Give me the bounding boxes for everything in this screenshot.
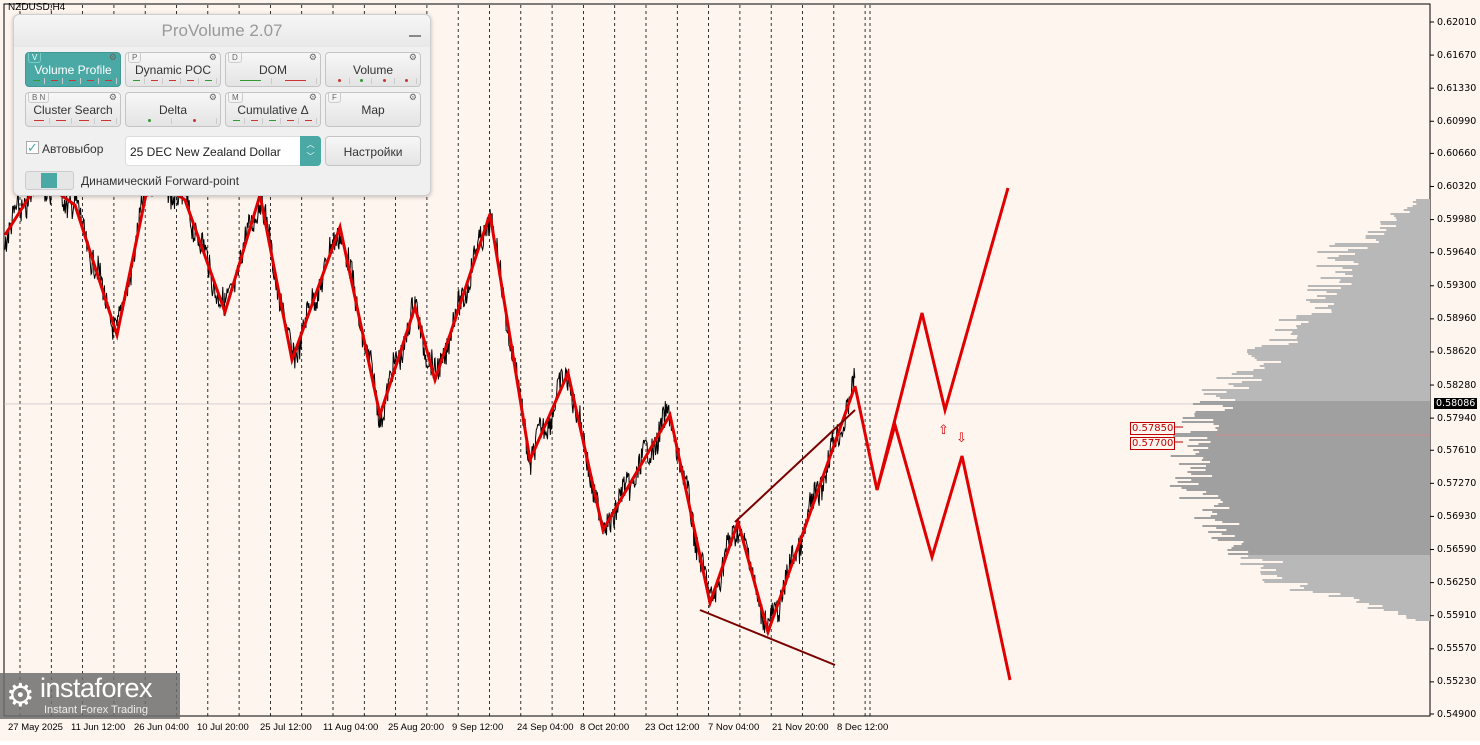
price-tick-label: 0.55570 bbox=[1437, 643, 1477, 655]
provolume-panel[interactable]: ProVolume 2.07 V ⚙ Volume Profile P ⚙ Dynamic… bbox=[13, 14, 431, 196]
current-price-label: 0.58086 bbox=[1434, 397, 1478, 409]
auto-select-label: Автовыбор bbox=[42, 142, 104, 156]
time-label: 25 Jul 12:00 bbox=[260, 722, 312, 733]
minimize-button[interactable] bbox=[409, 35, 421, 37]
settings-button[interactable]: Настройки bbox=[325, 136, 421, 166]
button-label: DOM bbox=[259, 63, 287, 77]
price-tick-label: 0.58280 bbox=[1437, 379, 1477, 391]
price-tick-label: 0.60990 bbox=[1437, 115, 1477, 127]
price-tick-label: 0.57940 bbox=[1437, 412, 1477, 424]
time-label: 25 Aug 20:00 bbox=[388, 722, 444, 733]
button-label: Cumulative Δ bbox=[237, 103, 309, 117]
tool-button-delta[interactable]: ⚙ Delta bbox=[125, 92, 221, 127]
time-label: 7 Nov 04:00 bbox=[708, 722, 760, 733]
level-label: 0.57700 bbox=[1130, 437, 1176, 450]
tool-button-volume[interactable]: ⚙ Volume bbox=[325, 52, 421, 87]
hotkey-label: M bbox=[228, 93, 243, 103]
logo-gear-icon: ⚙ bbox=[6, 676, 35, 714]
price-tick-label: 0.55230 bbox=[1437, 676, 1477, 688]
trend-line-lower bbox=[699, 609, 836, 666]
price-tick-label: 0.60320 bbox=[1437, 180, 1477, 192]
price-tick-label: 0.56930 bbox=[1437, 510, 1477, 522]
time-label: 24 Sep 04:00 bbox=[517, 722, 574, 733]
price-tick-label: 0.56590 bbox=[1437, 544, 1477, 556]
price-tick-label: 0.59640 bbox=[1437, 247, 1477, 259]
hotkey-label: F bbox=[328, 93, 341, 103]
tool-button-map[interactable]: F ⚙ Map bbox=[325, 92, 421, 127]
time-label: 9 Sep 12:00 bbox=[452, 722, 504, 733]
time-label: 26 Jun 04:00 bbox=[134, 722, 189, 733]
price-tick-label: 0.54900 bbox=[1437, 708, 1477, 720]
price-tick-label: 0.59300 bbox=[1437, 280, 1477, 292]
gear-icon[interactable]: ⚙ bbox=[408, 92, 417, 102]
button-label: Dynamic POC bbox=[134, 63, 211, 77]
price-tick-label: 0.58620 bbox=[1437, 346, 1477, 358]
instaforex-logo: ⚙ instaforex Instant Forex Trading bbox=[0, 673, 180, 719]
button-label: Map bbox=[361, 103, 385, 117]
forward-point-toggle[interactable] bbox=[25, 171, 74, 190]
price-tick-label: 0.55910 bbox=[1437, 610, 1477, 622]
time-label: 21 Nov 20:00 bbox=[772, 722, 829, 733]
spinner-icon[interactable]: ︿ ﹀ bbox=[300, 136, 321, 166]
time-label: 10 Jul 20:00 bbox=[197, 722, 249, 733]
time-label: 11 Jun 12:00 bbox=[71, 722, 126, 733]
tool-button-cumulative-[interactable]: M ⚙ Cumulative Δ bbox=[225, 92, 321, 127]
arrow-down-icon: ⇩ bbox=[956, 431, 967, 446]
gear-icon[interactable]: ⚙ bbox=[108, 52, 117, 62]
hotkey-label: P bbox=[128, 53, 142, 63]
panel-title: ProVolume 2.07 bbox=[14, 15, 430, 47]
logo-name: instaforex bbox=[40, 673, 153, 703]
hotkey-label: V bbox=[28, 53, 42, 63]
time-label: 8 Oct 20:00 bbox=[580, 722, 630, 733]
price-tick-label: 0.62010 bbox=[1437, 16, 1477, 28]
gear-icon[interactable]: ⚙ bbox=[108, 92, 117, 102]
button-label: Delta bbox=[158, 103, 187, 117]
trend-line-upper bbox=[734, 409, 856, 523]
gear-icon[interactable]: ⚙ bbox=[308, 92, 317, 102]
gear-icon[interactable]: ⚙ bbox=[408, 52, 417, 62]
logo-tagline: Instant Forex Trading bbox=[44, 704, 148, 716]
symbol-label: NZDUSD,H4 bbox=[8, 2, 66, 13]
forward-point-label: Динамический Forward-point bbox=[81, 174, 240, 188]
gear-icon[interactable]: ⚙ bbox=[208, 92, 217, 102]
tool-button-cluster-search[interactable]: B N ⚙ Cluster Search bbox=[25, 92, 121, 127]
gear-icon[interactable]: ⚙ bbox=[208, 52, 217, 62]
arrow-up-icon: ⇧ bbox=[938, 423, 949, 438]
tool-button-dom[interactable]: D ⚙ DOM bbox=[225, 52, 321, 87]
time-label: 11 Aug 04:00 bbox=[323, 722, 379, 733]
price-tick-label: 0.58960 bbox=[1437, 313, 1477, 325]
button-label: Volume bbox=[352, 63, 394, 77]
price-tick-label: 0.56250 bbox=[1437, 577, 1477, 589]
forecast-up-line bbox=[853, 187, 1010, 491]
button-label: Volume Profile bbox=[34, 63, 112, 77]
price-tick-label: 0.57270 bbox=[1437, 477, 1477, 489]
gear-icon[interactable]: ⚙ bbox=[308, 52, 317, 62]
hotkey-label: B N bbox=[28, 93, 50, 103]
time-label: 8 Dec 12:00 bbox=[837, 722, 889, 733]
price-tick-label: 0.61330 bbox=[1437, 82, 1477, 94]
auto-select-checkbox[interactable]: ✓ bbox=[26, 140, 39, 155]
forecast-down-line bbox=[875, 419, 1012, 681]
time-label: 23 Oct 12:00 bbox=[645, 722, 700, 733]
time-label: 27 May 2025 bbox=[8, 722, 63, 733]
price-tick-label: 0.57610 bbox=[1437, 444, 1477, 456]
button-label: Cluster Search bbox=[33, 103, 113, 117]
hotkey-label: D bbox=[228, 53, 242, 63]
instrument-select[interactable]: 25 DEC New Zealand Dollar ︿ ﹀ bbox=[125, 136, 321, 166]
tool-button-volume-profile[interactable]: V ⚙ Volume Profile bbox=[25, 52, 121, 87]
price-series bbox=[4, 164, 856, 635]
price-tick-label: 0.60660 bbox=[1437, 147, 1477, 159]
price-tick-label: 0.59980 bbox=[1437, 214, 1477, 226]
tool-button-dynamic-poc[interactable]: P ⚙ Dynamic POC bbox=[125, 52, 221, 87]
price-tick-label: 0.61670 bbox=[1437, 49, 1477, 61]
level-label: 0.57850 bbox=[1130, 422, 1176, 435]
zigzag-line bbox=[3, 172, 857, 638]
instrument-value: 25 DEC New Zealand Dollar bbox=[130, 145, 281, 159]
